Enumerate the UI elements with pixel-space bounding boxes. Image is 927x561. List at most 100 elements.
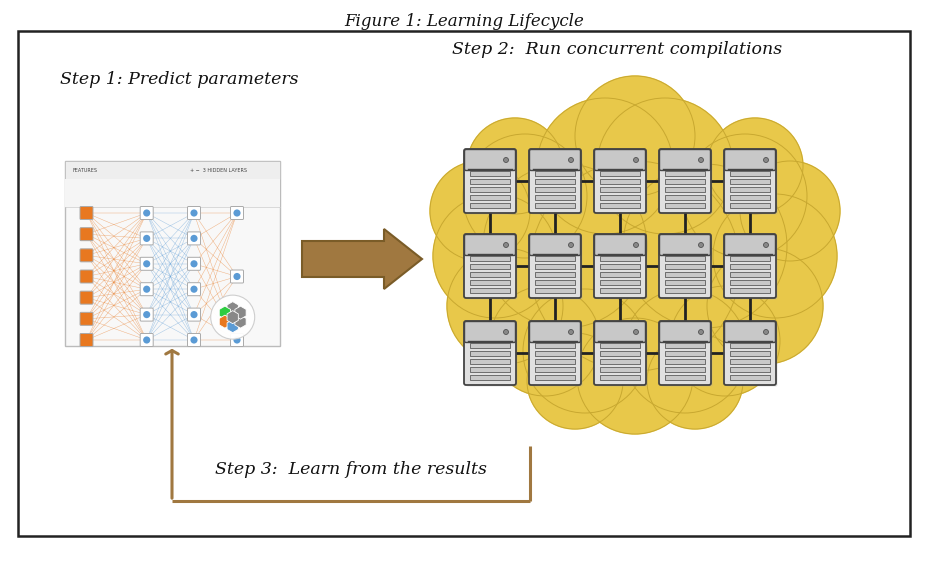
Circle shape — [447, 248, 563, 364]
FancyBboxPatch shape — [535, 287, 575, 292]
FancyBboxPatch shape — [600, 351, 640, 356]
FancyBboxPatch shape — [140, 206, 153, 219]
FancyBboxPatch shape — [230, 333, 243, 347]
Circle shape — [433, 194, 556, 318]
Circle shape — [489, 286, 600, 396]
FancyBboxPatch shape — [469, 186, 510, 191]
FancyBboxPatch shape — [80, 249, 93, 262]
Circle shape — [698, 242, 703, 247]
FancyBboxPatch shape — [528, 321, 580, 385]
Text: Step 2:  Run concurrent compilations: Step 2: Run concurrent compilations — [451, 41, 781, 58]
Circle shape — [568, 242, 573, 247]
FancyBboxPatch shape — [187, 333, 200, 347]
FancyBboxPatch shape — [659, 321, 710, 343]
Circle shape — [633, 329, 638, 334]
FancyBboxPatch shape — [535, 272, 575, 277]
FancyBboxPatch shape — [600, 366, 640, 371]
FancyBboxPatch shape — [730, 264, 769, 269]
Circle shape — [527, 333, 622, 429]
FancyBboxPatch shape — [600, 287, 640, 292]
Circle shape — [503, 329, 508, 334]
Circle shape — [706, 248, 822, 364]
FancyArrow shape — [301, 229, 422, 289]
FancyBboxPatch shape — [600, 203, 640, 208]
Circle shape — [633, 158, 638, 163]
FancyBboxPatch shape — [529, 234, 580, 255]
Circle shape — [712, 194, 836, 318]
Circle shape — [466, 118, 563, 214]
Circle shape — [190, 337, 197, 343]
FancyBboxPatch shape — [723, 234, 775, 298]
FancyBboxPatch shape — [140, 257, 153, 270]
FancyBboxPatch shape — [596, 324, 647, 387]
FancyBboxPatch shape — [665, 358, 705, 364]
Circle shape — [190, 311, 197, 318]
Circle shape — [669, 286, 780, 396]
Circle shape — [646, 333, 743, 429]
FancyBboxPatch shape — [469, 255, 510, 260]
FancyBboxPatch shape — [230, 270, 243, 283]
FancyBboxPatch shape — [466, 151, 517, 214]
FancyBboxPatch shape — [528, 234, 580, 298]
Circle shape — [568, 158, 573, 163]
FancyBboxPatch shape — [724, 234, 775, 255]
FancyBboxPatch shape — [469, 195, 510, 200]
FancyBboxPatch shape — [187, 206, 200, 219]
FancyBboxPatch shape — [535, 343, 575, 347]
FancyBboxPatch shape — [600, 264, 640, 269]
Circle shape — [622, 289, 746, 413]
Circle shape — [503, 242, 508, 247]
FancyBboxPatch shape — [80, 312, 93, 325]
FancyBboxPatch shape — [665, 203, 705, 208]
FancyBboxPatch shape — [658, 234, 710, 298]
FancyBboxPatch shape — [730, 186, 769, 191]
FancyBboxPatch shape — [730, 287, 769, 292]
FancyBboxPatch shape — [80, 291, 93, 304]
FancyBboxPatch shape — [65, 161, 280, 346]
FancyBboxPatch shape — [187, 308, 200, 321]
Circle shape — [577, 318, 692, 434]
FancyBboxPatch shape — [469, 351, 510, 356]
Circle shape — [190, 235, 197, 242]
FancyBboxPatch shape — [730, 366, 769, 371]
FancyBboxPatch shape — [535, 279, 575, 284]
FancyBboxPatch shape — [464, 321, 515, 385]
FancyBboxPatch shape — [661, 237, 712, 300]
FancyBboxPatch shape — [464, 234, 515, 298]
FancyBboxPatch shape — [594, 149, 645, 171]
FancyBboxPatch shape — [230, 206, 243, 219]
FancyBboxPatch shape — [600, 255, 640, 260]
FancyBboxPatch shape — [730, 272, 769, 277]
Circle shape — [763, 242, 768, 247]
FancyBboxPatch shape — [724, 321, 775, 343]
FancyBboxPatch shape — [665, 178, 705, 183]
FancyBboxPatch shape — [464, 149, 515, 213]
FancyBboxPatch shape — [665, 195, 705, 200]
FancyBboxPatch shape — [596, 151, 647, 214]
FancyBboxPatch shape — [665, 351, 705, 356]
Circle shape — [210, 295, 254, 339]
FancyBboxPatch shape — [531, 237, 582, 300]
Circle shape — [682, 134, 806, 258]
FancyBboxPatch shape — [469, 358, 510, 364]
Text: Step 1: Predict parameters: Step 1: Predict parameters — [60, 71, 298, 88]
Circle shape — [429, 161, 529, 261]
FancyBboxPatch shape — [464, 234, 514, 255]
FancyBboxPatch shape — [600, 171, 640, 176]
FancyBboxPatch shape — [535, 366, 575, 371]
FancyBboxPatch shape — [187, 257, 200, 270]
Text: + −  3 HIDDEN LAYERS: + − 3 HIDDEN LAYERS — [189, 168, 247, 172]
Circle shape — [698, 329, 703, 334]
FancyBboxPatch shape — [187, 232, 200, 245]
FancyBboxPatch shape — [594, 234, 645, 255]
Circle shape — [482, 164, 646, 328]
FancyBboxPatch shape — [726, 151, 777, 214]
Text: FEATURES: FEATURES — [73, 168, 98, 172]
FancyBboxPatch shape — [529, 321, 580, 343]
FancyBboxPatch shape — [535, 351, 575, 356]
Circle shape — [706, 118, 802, 214]
FancyBboxPatch shape — [600, 343, 640, 347]
FancyBboxPatch shape — [600, 178, 640, 183]
FancyBboxPatch shape — [469, 279, 510, 284]
FancyBboxPatch shape — [724, 149, 775, 171]
